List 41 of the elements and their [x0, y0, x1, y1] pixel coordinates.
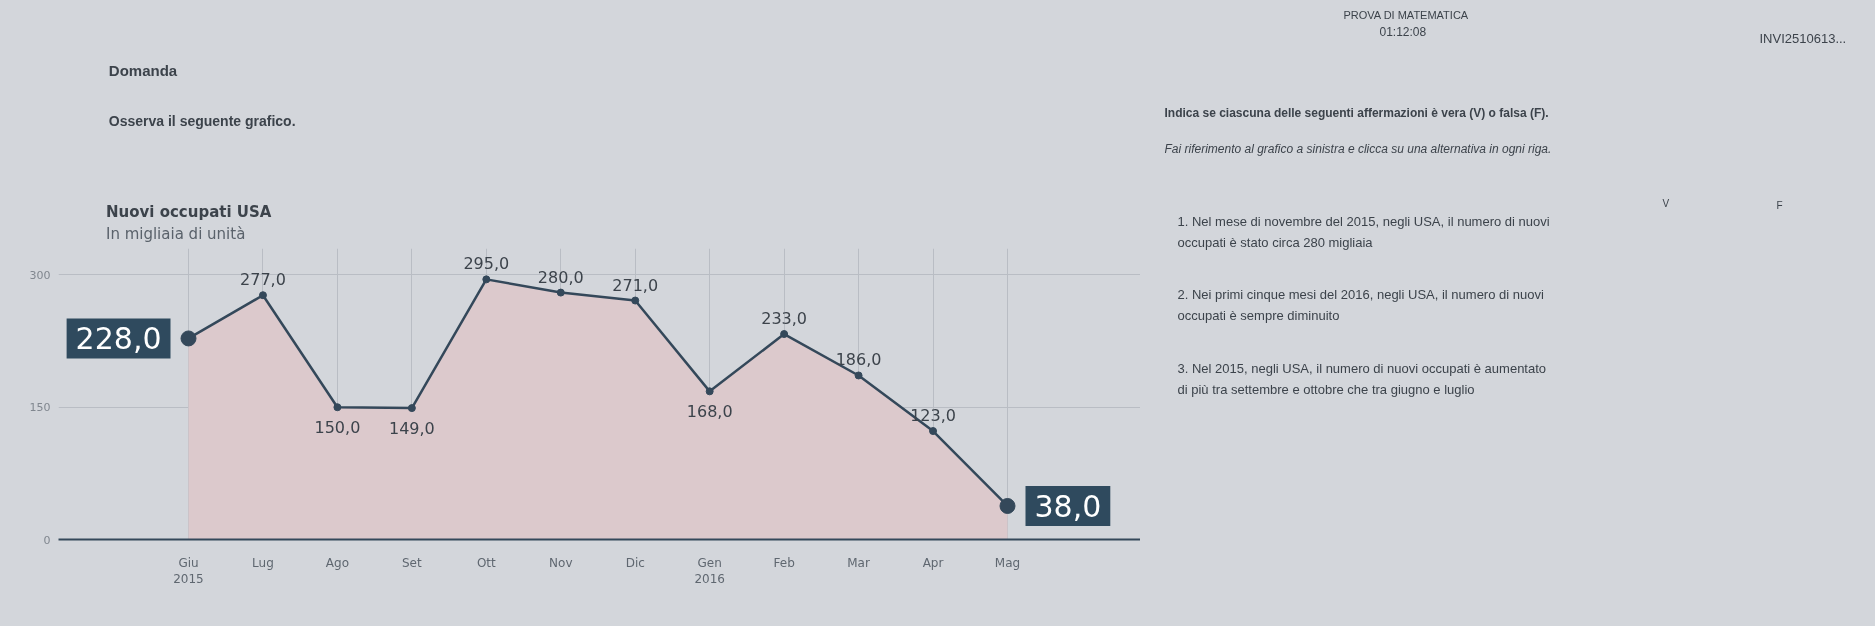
data-label: 233,0: [761, 309, 808, 329]
y-tick-label: 300: [29, 268, 51, 282]
chart-title: Nuovi occupati USA: [105, 202, 272, 221]
data-label: 123,0: [910, 406, 956, 426]
data-label: 228,0: [75, 321, 162, 357]
x-tick-label: Feb: [773, 555, 795, 570]
x-tick-label: Lug: [252, 555, 274, 570]
y-tick-label: 0: [43, 533, 51, 547]
x-tick-label: Nov: [549, 555, 573, 570]
data-label: 271,0: [612, 275, 659, 295]
text: V: [1662, 197, 1670, 209]
data-label: 295,0: [463, 254, 510, 274]
text: 3. Nel 2015, negli USA, il numero di nuovi occupati è aumentato di più tra settembre e ottobre che tra giugno e luglio: [1177, 360, 1547, 397]
text: PROVA DI MATEMATICA: [1343, 8, 1469, 21]
text: 01:12:08: [1379, 24, 1427, 39]
text: Domanda: [108, 61, 178, 79]
text: F: [1776, 199, 1783, 211]
x-tick-label: Set: [402, 555, 423, 570]
x-tick-label: Ott: [476, 555, 497, 570]
text: Indica se ciascuna delle seguenti affermazioni è vera (V) o falsa (F).: [1164, 105, 1549, 120]
x-tick-label: Ago: [325, 555, 349, 570]
text: 1. Nel mese di novembre del 2015, negli USA, il numero di nuovi occupati è stato circa 280 migliaia: [1177, 213, 1550, 250]
text: Fai riferimento al grafico a sinistra e clicca su una alternativa in ogni riga.: [1164, 141, 1552, 156]
data-label: 280,0: [537, 267, 584, 287]
text: INVI2510613...: [1759, 30, 1847, 46]
data-label: 277,0: [240, 270, 286, 290]
data-label: 168,0: [686, 402, 733, 422]
x-tick-label: Mag: [994, 555, 1021, 570]
text: Osserva il seguente grafico.: [108, 112, 296, 129]
data-label: 38,0: [1034, 488, 1102, 524]
y-tick-label: 150: [29, 401, 51, 415]
x-tick-label: Gen 2016: [694, 555, 725, 587]
data-label: 149,0: [388, 419, 435, 439]
x-tick-label: Mar: [847, 555, 870, 570]
data-label: 150,0: [314, 418, 361, 438]
text: 2. Nei primi cinque mesi del 2016, negli USA, il numero di nuovi occupati è sempre diminuito: [1177, 286, 1544, 323]
x-tick-label: Apr: [922, 555, 944, 570]
x-tick-label: Dic: [625, 555, 645, 570]
chart-subtitle: In migliaia di unità: [105, 224, 246, 243]
data-label: 186,0: [835, 350, 882, 370]
x-tick-label: Giu 2015: [173, 555, 204, 587]
